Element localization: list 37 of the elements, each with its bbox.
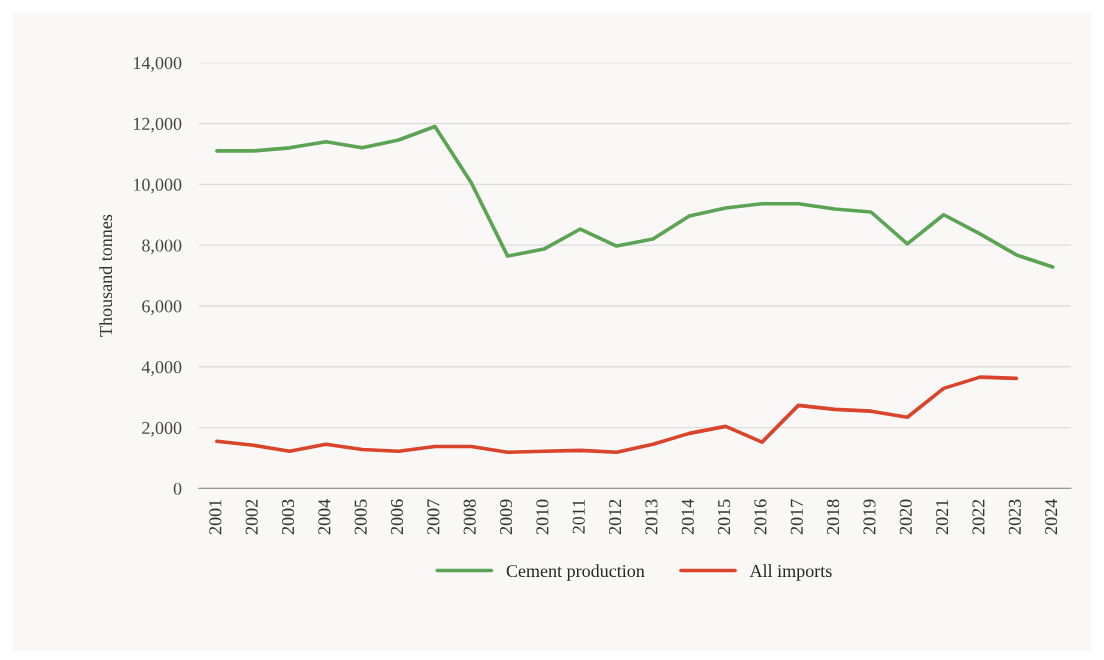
x-tick-label: 2005 — [354, 499, 367, 535]
x-tick-label: 2004 — [318, 499, 331, 535]
x-tick-label: 2020 — [899, 499, 912, 535]
y-axis-title: Thousand tonnes — [99, 214, 113, 337]
x-tick-label: 2018 — [827, 499, 840, 535]
x-tick-label: 2022 — [972, 499, 985, 535]
line-series — [215, 124, 1055, 269]
x-tick-label: 2010 — [536, 499, 549, 535]
line-series — [215, 375, 1019, 455]
x-tick-label: 2007 — [427, 499, 440, 535]
x-tick-label: 2009 — [499, 499, 513, 535]
x-tick-label: 2011 — [572, 499, 585, 534]
x-tick-label: 2019 — [863, 499, 876, 535]
y-tick-label: 14,000 — [133, 56, 182, 72]
x-tick-label: 2017 — [790, 499, 803, 535]
x-tick-label: 2001 — [209, 499, 222, 535]
x-tick-label: 2006 — [390, 499, 404, 535]
x-tick-label: 2008 — [463, 499, 476, 535]
x-tick-label: 2021 — [936, 499, 949, 535]
y-tick-label: 10,000 — [133, 178, 182, 194]
x-tick-label: 2016 — [754, 499, 767, 535]
x-tick-label: 2002 — [245, 499, 258, 535]
y-tick-label: 12,000 — [133, 117, 182, 133]
x-tick-label: 2024 — [1045, 499, 1058, 535]
y-tick-label: 4,000 — [141, 361, 182, 376]
x-tick-label: 2013 — [645, 499, 658, 535]
x-tick-label: 2014 — [681, 499, 694, 535]
y-tick-label: 8,000 — [142, 239, 182, 255]
y-tick-label: 0 — [173, 482, 182, 495]
legend-label: Cement production — [506, 564, 645, 581]
y-tick-label: 6,000 — [142, 300, 182, 315]
x-tick-label: 2012 — [608, 499, 622, 535]
legend-label: All imports — [749, 564, 832, 581]
x-tick-label: 2003 — [281, 499, 295, 535]
x-tick-label: 2015 — [717, 499, 731, 535]
y-tick-label: 2,000 — [142, 421, 182, 437]
x-tick-label: 2023 — [1008, 499, 1021, 535]
